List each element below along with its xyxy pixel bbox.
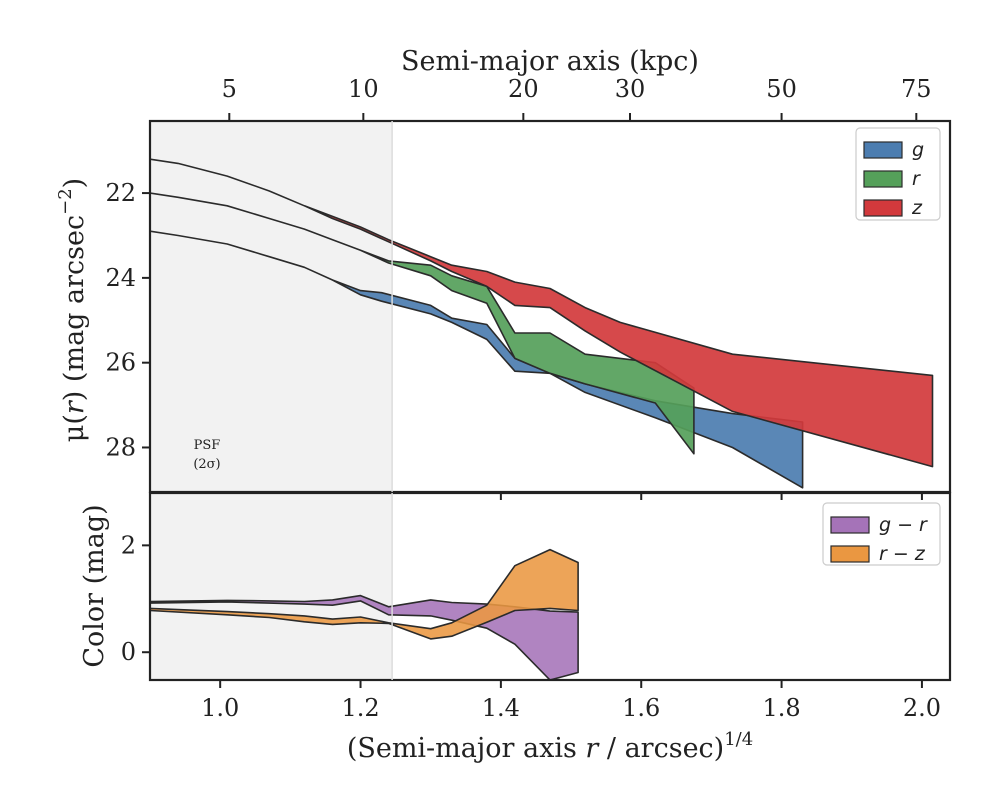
color-legend: g − r r − z — [822, 502, 941, 566]
band-legend: grz — [855, 127, 941, 221]
x-tick-label: 1.4 — [482, 694, 520, 722]
color-y-tick-label: 2 — [121, 531, 136, 559]
psf-label: PSF — [194, 438, 221, 453]
legend-swatch — [863, 199, 903, 217]
x-tick-label: 1.0 — [201, 694, 239, 722]
legend-swatch — [830, 545, 870, 563]
x-tick-label: 1.2 — [341, 694, 379, 722]
legend-swatch — [830, 516, 870, 534]
color-y-tick-label: 0 — [121, 638, 136, 666]
color-y-axis-ticks: 02 — [121, 531, 150, 666]
kpc-tick-label: 50 — [766, 75, 797, 103]
y-tick-label: 24 — [105, 264, 136, 292]
band-r — [150, 192, 695, 455]
legend-label: g − r — [879, 514, 928, 536]
band-r-z — [150, 548, 579, 640]
top-axis-title: Semi-major axis (kpc) — [401, 46, 699, 77]
top-y-axis-ticks: 22 24 26 28 — [105, 179, 150, 461]
psf-sigma-label: (2σ) — [193, 457, 220, 472]
legend-label: g — [912, 139, 924, 161]
legend-label: r — [912, 168, 921, 190]
x-axis-title: (Semi-major axis r / arcsec)1/4 — [347, 729, 753, 764]
color-panel: 02 1.0 1.2 1.4 1.6 1.8 2.0 g − rr − z — [121, 491, 952, 722]
legend-label: r − z — [879, 543, 926, 565]
x-tick-label: 2.0 — [903, 694, 941, 722]
legend-swatch — [863, 170, 903, 188]
x-axis-ticks: 1.0 1.2 1.4 1.6 1.8 2.0 — [201, 680, 941, 722]
surface-brightness-axis-title: μ(r) (mag arcsec−2) — [55, 178, 90, 442]
bottom-panel-frame — [148, 491, 952, 682]
kpc-tick-label: 30 — [615, 75, 646, 103]
legend-label: z — [911, 197, 923, 219]
band-g — [150, 230, 804, 489]
kpc-tick-label: 5 — [222, 75, 237, 103]
kpc-tick-label: 10 — [348, 75, 379, 103]
y-tick-label: 22 — [105, 179, 136, 207]
kpc-tick-label: 20 — [508, 75, 539, 103]
top-axis-ticks: 5 10 20 30 50 75 — [222, 75, 932, 121]
band-z — [150, 158, 934, 468]
x-tick-label: 1.6 — [622, 694, 660, 722]
legend-swatch — [863, 141, 903, 159]
psf-region-shade — [150, 121, 393, 492]
psf-region-shade-color — [150, 493, 393, 680]
kpc-tick-label: 75 — [901, 75, 932, 103]
y-tick-label: 26 — [105, 349, 136, 377]
y-tick-label: 28 — [105, 433, 136, 461]
color-axis-title: Color (mag) — [79, 504, 110, 667]
x-tick-label: 1.8 — [762, 694, 800, 722]
surface-brightness-panel: PSF (2σ) 22 24 26 28 grz — [105, 119, 952, 500]
